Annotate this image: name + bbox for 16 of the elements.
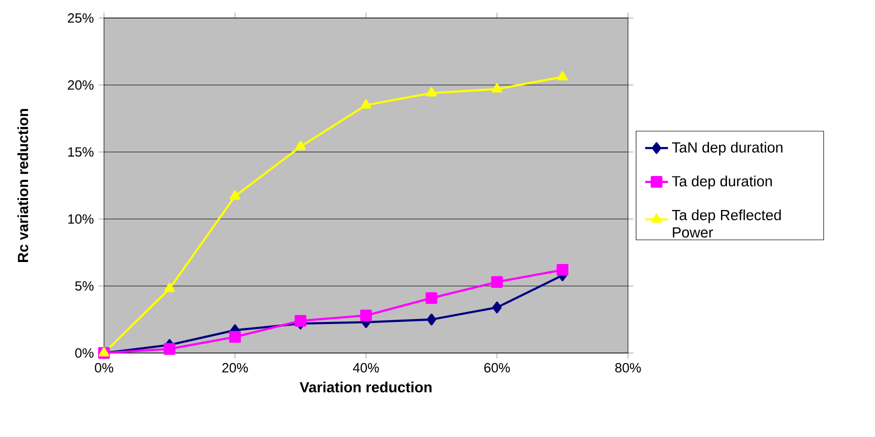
x-tick-label: 0% xyxy=(94,363,114,372)
x-tick-label: 80% xyxy=(615,363,641,372)
x-axis-title: Variation reduction xyxy=(300,382,432,392)
y-tick-label: 10% xyxy=(68,214,94,224)
x-tick-label: 60% xyxy=(484,363,510,372)
x-tick-label: 40% xyxy=(352,363,379,372)
y-tick-label: 5% xyxy=(75,281,94,291)
y-tick-label: 15% xyxy=(68,147,94,157)
y-tick-label: 20% xyxy=(68,80,94,90)
legend-label: TaN dep duration xyxy=(672,142,782,156)
y-axis-title: Rc variation reduction xyxy=(17,109,28,262)
legend-label: Ta dep duration xyxy=(672,176,772,190)
y-tick-label: 25% xyxy=(68,13,94,23)
y-tick-label: 0% xyxy=(75,348,94,358)
legend-label: Ta dep Reflected Power xyxy=(672,209,781,238)
x-tick-label: 20% xyxy=(222,363,248,372)
